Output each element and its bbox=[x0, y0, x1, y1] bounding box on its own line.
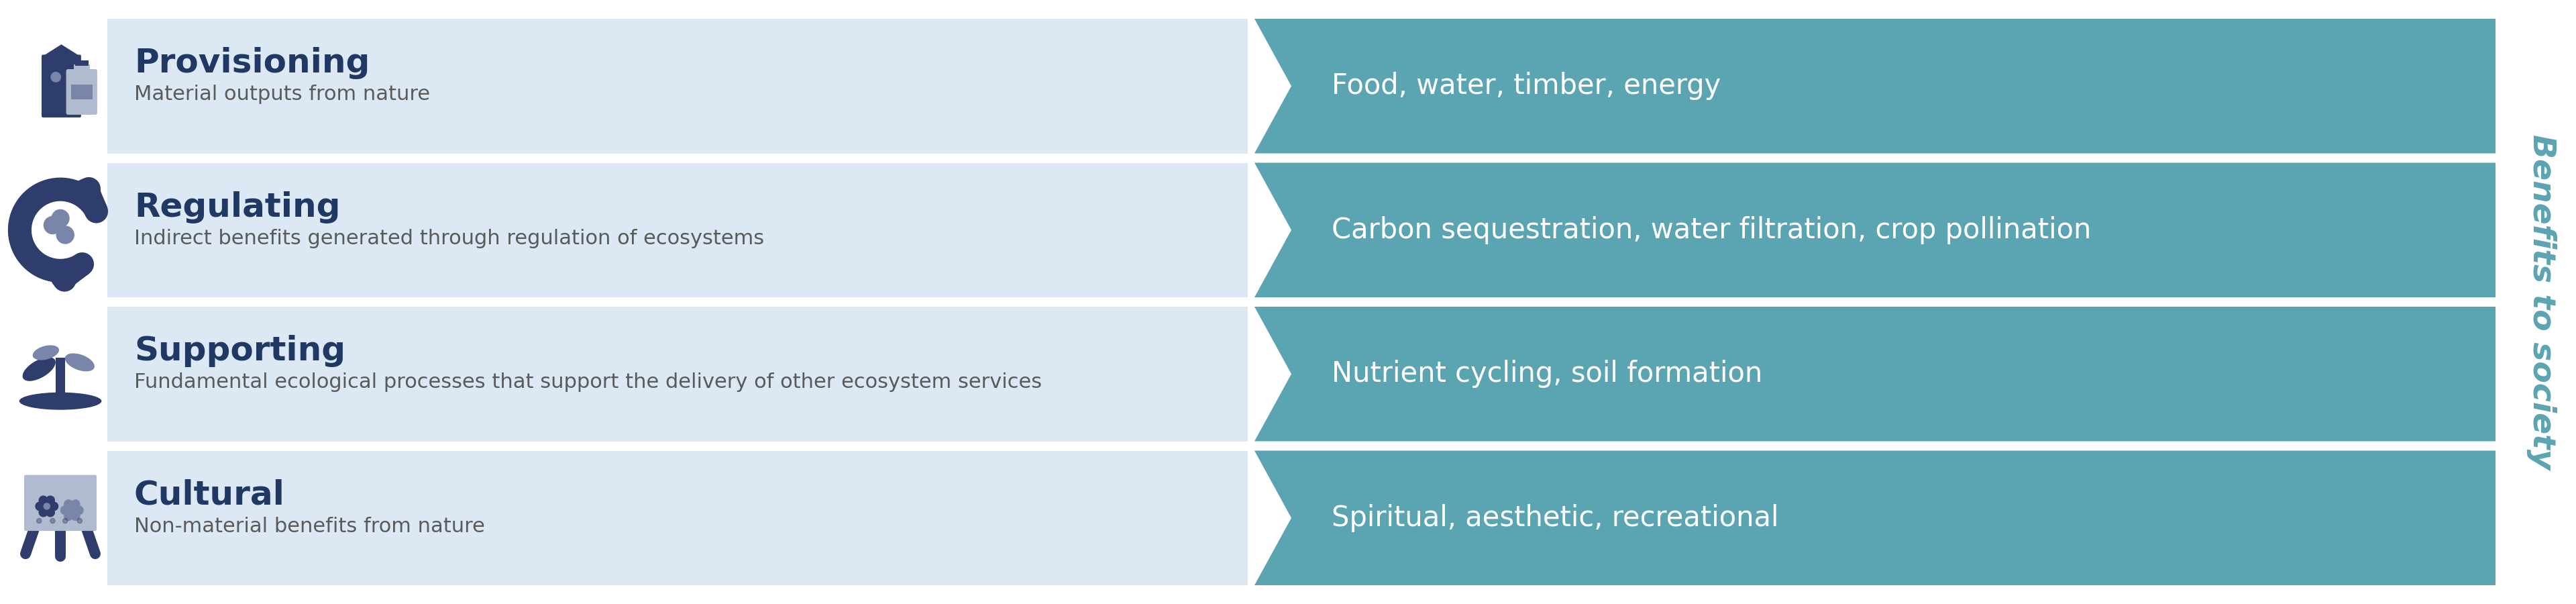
Circle shape bbox=[39, 496, 46, 504]
Text: Regulating: Regulating bbox=[134, 191, 340, 223]
Circle shape bbox=[75, 506, 82, 515]
Circle shape bbox=[46, 508, 54, 516]
FancyBboxPatch shape bbox=[108, 307, 1247, 442]
Text: Supporting: Supporting bbox=[134, 335, 345, 367]
Text: Benefits to society: Benefits to society bbox=[2527, 135, 2555, 470]
Circle shape bbox=[46, 496, 54, 504]
FancyBboxPatch shape bbox=[75, 65, 90, 72]
Polygon shape bbox=[1255, 451, 2496, 585]
Circle shape bbox=[36, 518, 41, 523]
Circle shape bbox=[52, 210, 70, 227]
Text: Carbon sequestration, water filtration, crop pollination: Carbon sequestration, water filtration, … bbox=[1332, 216, 2092, 244]
Circle shape bbox=[62, 518, 67, 523]
Circle shape bbox=[52, 72, 62, 82]
Circle shape bbox=[36, 502, 44, 510]
Polygon shape bbox=[1255, 307, 2496, 442]
Circle shape bbox=[62, 506, 70, 515]
Circle shape bbox=[49, 518, 54, 523]
FancyBboxPatch shape bbox=[70, 85, 93, 100]
Circle shape bbox=[70, 507, 75, 513]
Ellipse shape bbox=[23, 357, 57, 381]
Ellipse shape bbox=[64, 353, 95, 371]
FancyBboxPatch shape bbox=[108, 19, 1247, 153]
Polygon shape bbox=[1255, 19, 2496, 153]
FancyBboxPatch shape bbox=[75, 60, 88, 66]
Ellipse shape bbox=[33, 345, 59, 360]
FancyBboxPatch shape bbox=[23, 475, 95, 531]
Circle shape bbox=[57, 226, 75, 243]
Circle shape bbox=[49, 502, 59, 510]
FancyBboxPatch shape bbox=[108, 162, 1247, 297]
Text: Spiritual, aesthetic, recreational: Spiritual, aesthetic, recreational bbox=[1332, 504, 1777, 532]
Circle shape bbox=[72, 512, 80, 521]
Circle shape bbox=[72, 500, 80, 509]
Text: Non-material benefits from nature: Non-material benefits from nature bbox=[134, 516, 484, 536]
Circle shape bbox=[44, 503, 49, 509]
Text: Food, water, timber, energy: Food, water, timber, energy bbox=[1332, 72, 1721, 100]
FancyBboxPatch shape bbox=[41, 55, 80, 117]
Polygon shape bbox=[44, 45, 80, 56]
FancyBboxPatch shape bbox=[67, 69, 98, 115]
Ellipse shape bbox=[18, 393, 100, 410]
Circle shape bbox=[64, 512, 72, 521]
Text: Material outputs from nature: Material outputs from nature bbox=[134, 85, 430, 104]
Circle shape bbox=[77, 518, 82, 523]
Text: Nutrient cycling, soil formation: Nutrient cycling, soil formation bbox=[1332, 360, 1762, 388]
Text: Cultural: Cultural bbox=[134, 479, 286, 511]
Text: Indirect benefits generated through regulation of ecosystems: Indirect benefits generated through regu… bbox=[134, 229, 765, 248]
Text: Fundamental ecological processes that support the delivery of other ecosystem se: Fundamental ecological processes that su… bbox=[134, 373, 1041, 392]
Circle shape bbox=[44, 216, 62, 234]
FancyBboxPatch shape bbox=[108, 451, 1247, 585]
Text: Provisioning: Provisioning bbox=[134, 47, 371, 79]
Circle shape bbox=[64, 500, 72, 509]
Circle shape bbox=[39, 508, 46, 516]
Polygon shape bbox=[1255, 162, 2496, 297]
